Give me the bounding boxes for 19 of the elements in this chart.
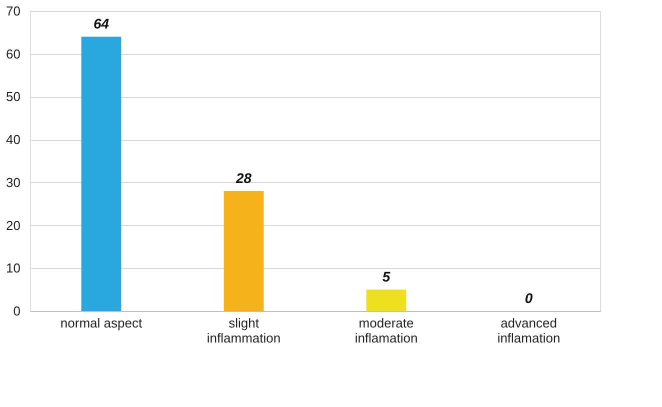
y-tick-label: 20: [6, 218, 20, 233]
bar: [224, 191, 264, 311]
x-tick-label: slight inflammation: [206, 316, 281, 346]
data-label: 28: [234, 170, 252, 186]
data-label: 64: [93, 16, 110, 32]
y-tick-label: 30: [6, 174, 20, 190]
x-tick-label: advanced inflamation: [497, 316, 560, 346]
x-tick-label: normal aspect: [60, 316, 142, 330]
data-label: 0: [524, 290, 533, 306]
bar: [366, 290, 406, 311]
y-tick-label: 40: [6, 132, 20, 148]
y-tick-label: 10: [6, 260, 20, 276]
x-tick-label: moderate inflamation: [354, 316, 418, 346]
data-label: 5: [382, 268, 390, 285]
y-tick-label: 0: [13, 304, 20, 318]
y-tick-label: 50: [6, 89, 20, 104]
bar: [81, 36, 122, 311]
y-tick-label: 60: [6, 46, 20, 62]
y-tick-label: 70: [6, 4, 20, 18]
